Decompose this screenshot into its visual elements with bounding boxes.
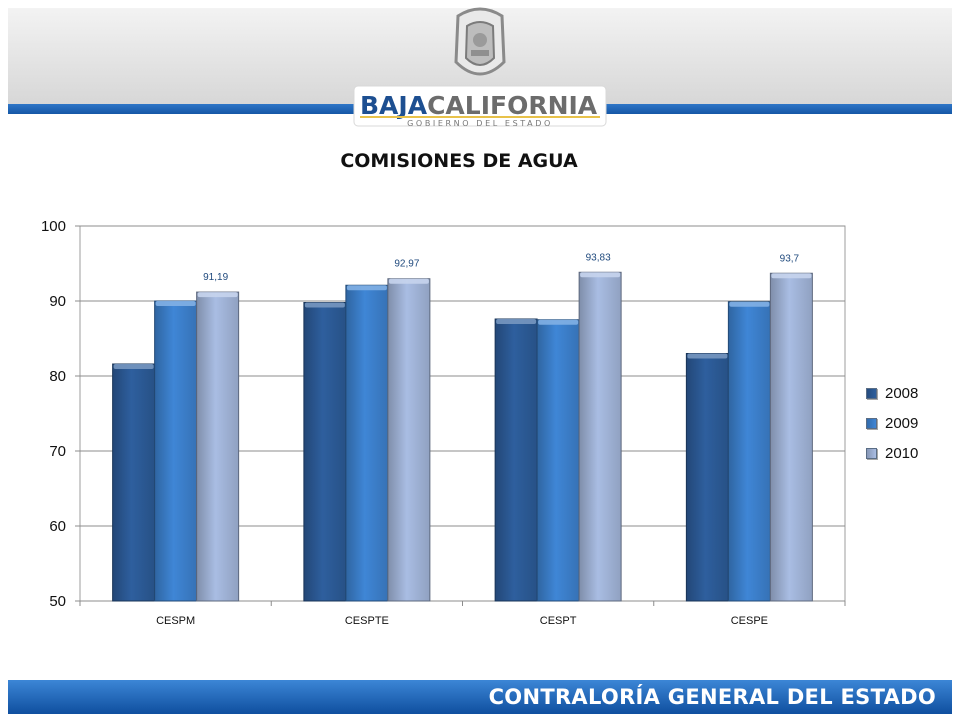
- bar-cap-cespm-2009: [155, 301, 196, 306]
- bar-cap-cespte-2010: [388, 278, 429, 284]
- legend-label-2010: 2010: [885, 444, 919, 462]
- bar-cespte-2009: [345, 284, 389, 602]
- data-label-cespm: 91,19: [203, 272, 228, 283]
- y-tick-label: 100: [41, 218, 66, 235]
- legend-swatch-2009: [866, 417, 877, 429]
- logo-text-dark: BAJA: [360, 91, 428, 120]
- bar-cespte-2010: [387, 278, 431, 602]
- bar-cap-cespe-2008: [687, 353, 728, 359]
- bar-cap-cespt-2008: [496, 319, 537, 324]
- y-tick-label: 70: [49, 443, 66, 460]
- bar-cespe-2010: [769, 272, 813, 602]
- legend-item-2009: 2009: [866, 408, 918, 438]
- x-tick-label-cespt: CESPT: [540, 615, 577, 627]
- x-tick-label-cespe: CESPE: [731, 615, 768, 627]
- legend-swatch-2010: [866, 447, 877, 459]
- bar-cespt-2009: [536, 319, 580, 602]
- footer-band: CONTRALORÍA GENERAL DEL ESTADO: [8, 680, 952, 714]
- svg-text:BAJACALIFORNIA: BAJACALIFORNIA: [360, 91, 598, 120]
- y-tick-label: 80: [49, 368, 66, 385]
- legend-item-2008: 2008: [866, 378, 918, 408]
- y-tick-label: 50: [49, 593, 66, 610]
- x-tick-label-cespm: CESPM: [156, 615, 195, 627]
- bar-cespm-2010: [196, 291, 240, 602]
- bar-cespe-2008: [685, 353, 729, 602]
- bar-cap-cespte-2008: [304, 302, 345, 308]
- bar-cespte-2008: [303, 302, 347, 602]
- bar-cespm-2009: [154, 300, 198, 602]
- legend-label-2008: 2008: [885, 384, 919, 402]
- logo-subtitle: GOBIERNO DEL ESTADO: [407, 119, 553, 128]
- bar-cap-cespe-2009: [729, 301, 770, 307]
- coat-of-arms-icon: [454, 7, 506, 76]
- bar-cap-cespe-2010: [771, 273, 812, 279]
- x-tick-label-cespte: CESPTE: [345, 615, 389, 627]
- chart-legend: 2008 2009 2010: [866, 378, 918, 468]
- logo-text-light: CALIFORNIA: [427, 91, 598, 120]
- bar-cap-cespm-2008: [113, 364, 154, 369]
- bar-cespt-2010: [578, 271, 622, 602]
- bar-cap-cespm-2010: [197, 292, 238, 298]
- bar-cap-cespt-2010: [580, 272, 621, 278]
- y-tick-label: 60: [49, 518, 66, 535]
- legend-item-2010: 2010: [866, 438, 918, 468]
- footer-text: CONTRALORÍA GENERAL DEL ESTADO: [488, 685, 936, 709]
- legend-label-2009: 2009: [885, 414, 919, 432]
- data-label-cespt: 93,83: [586, 252, 611, 263]
- bar-cap-cespt-2009: [538, 319, 579, 325]
- bar-cespe-2009: [727, 301, 771, 602]
- y-tick-label: 90: [49, 293, 66, 310]
- bar-cespm-2008: [112, 363, 156, 602]
- bar-cap-cespte-2009: [346, 285, 387, 291]
- data-label-cespe: 93,7: [780, 253, 800, 264]
- legend-swatch-2008: [866, 387, 877, 399]
- bar-cespt-2008: [494, 318, 538, 602]
- data-label-cespte: 92,97: [394, 259, 419, 270]
- baja-california-logo: BAJACALIFORNIA GOBIERNO DEL ESTADO: [330, 2, 630, 136]
- chart-title: COMISIONES DE AGUA: [340, 150, 578, 172]
